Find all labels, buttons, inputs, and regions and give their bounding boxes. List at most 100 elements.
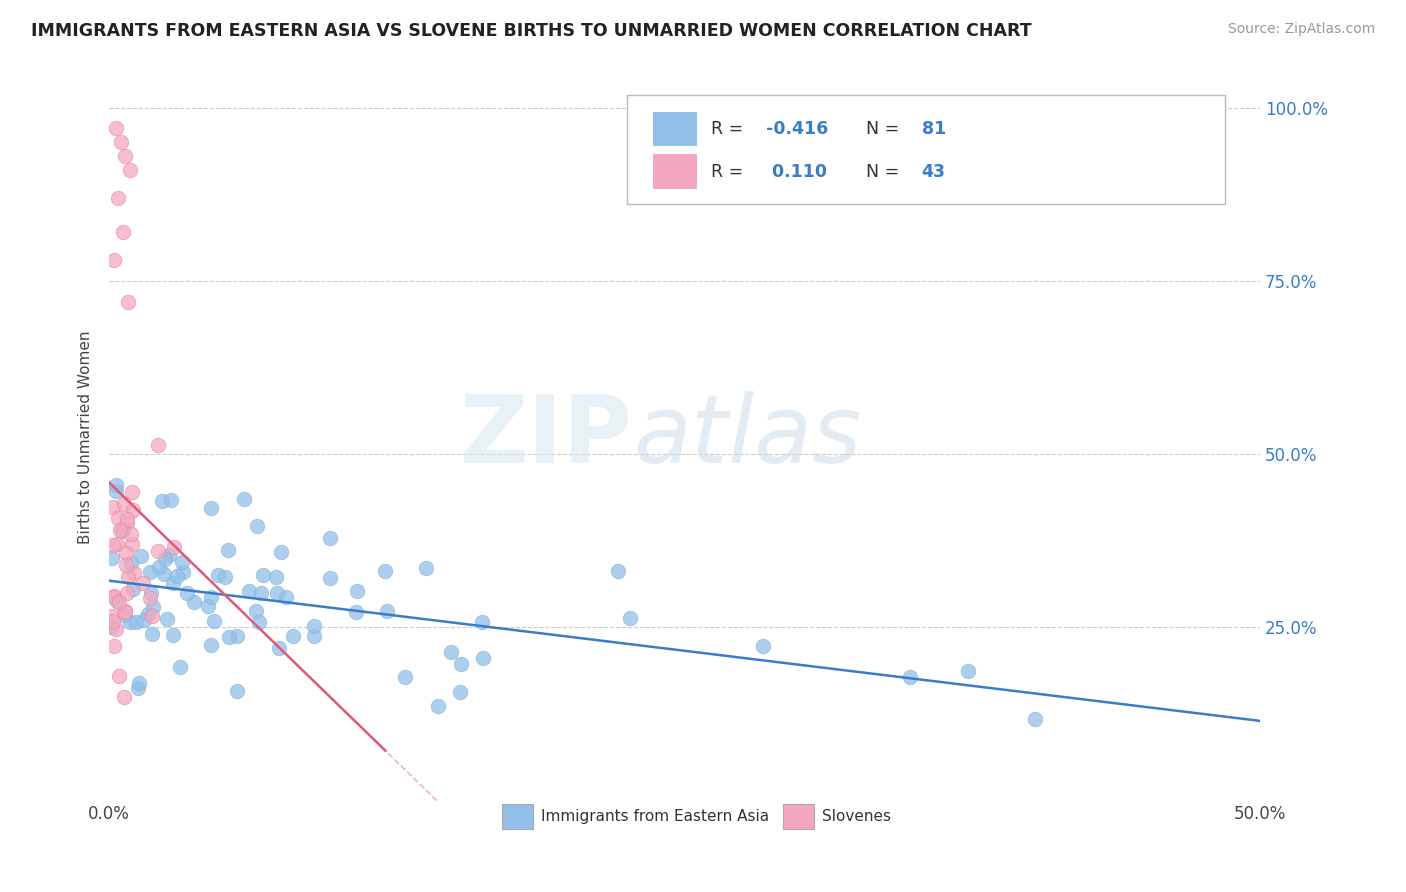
Point <box>100 620 122 634</box>
FancyBboxPatch shape <box>627 95 1226 204</box>
Point <box>304 619 326 633</box>
Point <box>125 615 148 629</box>
Text: 0.110: 0.110 <box>766 163 827 181</box>
Point <box>346 583 368 598</box>
Point <box>157 549 180 563</box>
Point <box>108 669 131 683</box>
Point <box>471 615 494 629</box>
Point <box>121 537 143 551</box>
FancyBboxPatch shape <box>654 154 697 189</box>
Point <box>141 627 163 641</box>
Point <box>319 531 342 545</box>
Point <box>110 136 132 150</box>
Point <box>141 586 163 600</box>
Point <box>111 524 134 538</box>
Point <box>108 595 131 609</box>
Point <box>131 575 153 590</box>
Point <box>176 586 198 600</box>
Point <box>108 523 131 537</box>
Point <box>374 564 396 578</box>
Point <box>105 121 128 136</box>
Point <box>122 503 145 517</box>
Point <box>100 609 122 624</box>
Point <box>146 543 169 558</box>
Point <box>101 614 124 628</box>
Point <box>375 603 398 617</box>
Point <box>344 605 367 619</box>
Point <box>103 253 125 268</box>
Point <box>115 558 138 572</box>
Point <box>117 570 139 584</box>
Point <box>148 560 170 574</box>
Point <box>153 566 176 581</box>
Point <box>141 608 163 623</box>
Point <box>105 478 128 492</box>
Point <box>281 629 304 643</box>
Point <box>197 599 219 614</box>
Point <box>427 698 450 713</box>
Point <box>450 657 472 671</box>
Text: ZIP: ZIP <box>460 391 633 483</box>
Point <box>114 605 136 619</box>
Point <box>129 549 152 564</box>
Text: IMMIGRANTS FROM EASTERN ASIA VS SLOVENE BIRTHS TO UNMARRIED WOMEN CORRELATION CH: IMMIGRANTS FROM EASTERN ASIA VS SLOVENE … <box>31 22 1032 40</box>
Text: N =: N = <box>866 163 905 181</box>
Text: R =: R = <box>711 163 749 181</box>
Point <box>114 149 136 163</box>
Text: Slovenes: Slovenes <box>823 809 891 824</box>
Point <box>166 568 188 582</box>
Point <box>200 638 222 652</box>
Point <box>139 565 162 579</box>
Point <box>606 564 628 578</box>
Point <box>169 660 191 674</box>
Point <box>1024 712 1046 726</box>
Point <box>238 583 260 598</box>
Point <box>267 640 290 655</box>
Point <box>156 612 179 626</box>
Point <box>103 639 125 653</box>
Text: Immigrants from Eastern Asia: Immigrants from Eastern Asia <box>541 809 769 824</box>
Point <box>319 571 342 585</box>
Point <box>103 500 125 514</box>
Point <box>104 622 127 636</box>
Text: Source: ZipAtlas.com: Source: ZipAtlas.com <box>1227 22 1375 37</box>
Point <box>112 226 135 240</box>
Point <box>270 545 292 559</box>
Text: N =: N = <box>866 120 905 138</box>
Point <box>249 586 271 600</box>
Point <box>117 512 139 526</box>
Point <box>226 684 249 698</box>
Point <box>100 551 122 566</box>
Point <box>104 483 127 498</box>
Point <box>117 294 139 309</box>
Point <box>172 566 194 580</box>
Point <box>200 590 222 604</box>
Point <box>245 604 267 618</box>
Text: R =: R = <box>711 120 749 138</box>
Point <box>247 615 270 630</box>
Point <box>200 500 222 515</box>
Point <box>103 589 125 603</box>
Point <box>112 497 135 511</box>
Point <box>162 575 184 590</box>
Point <box>264 569 287 583</box>
Point <box>172 555 194 569</box>
Point <box>226 628 249 642</box>
Point <box>105 537 128 551</box>
Point <box>202 614 225 628</box>
Point <box>128 675 150 690</box>
Point <box>900 670 922 684</box>
Point <box>114 604 136 618</box>
Point <box>120 615 142 629</box>
Point <box>111 521 134 535</box>
Point <box>120 527 142 541</box>
Text: -0.416: -0.416 <box>766 120 828 138</box>
Point <box>121 485 143 500</box>
Point <box>127 681 149 695</box>
Point <box>439 645 461 659</box>
Text: 81: 81 <box>921 120 946 138</box>
Point <box>148 438 170 452</box>
Point <box>136 607 159 621</box>
Point <box>114 690 136 704</box>
Point <box>449 685 471 699</box>
